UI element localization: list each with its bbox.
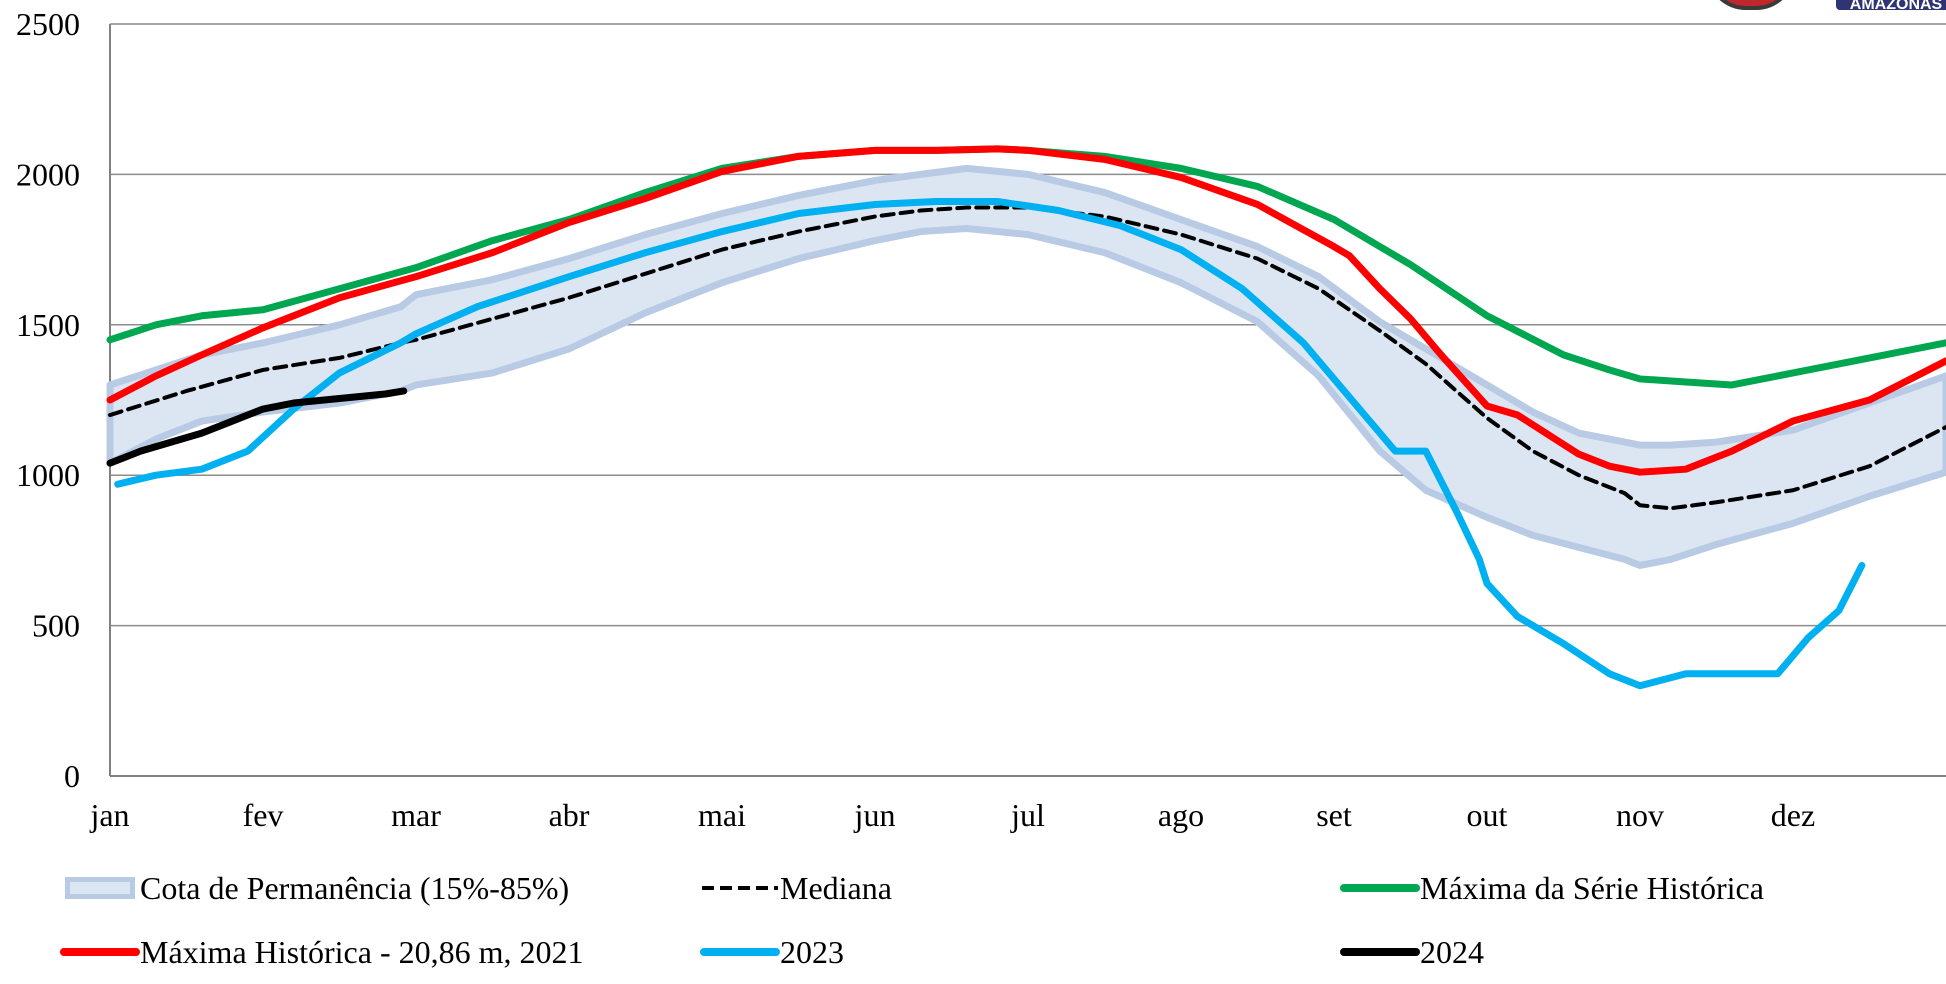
x-tick-label: jul [1010,797,1045,833]
legend-item-2023: 2023 [700,932,844,972]
legend-2023-swatch [700,938,780,966]
x-tick-label: jun [854,797,896,833]
x-tick-label: set [1316,797,1352,833]
chart-legend: Cota de Permanência (15%-85%) Mediana Má… [60,868,1940,978]
legend-band-swatch [60,874,140,902]
y-tick-label: 0 [64,758,80,794]
legend-item-band: Cota de Permanência (15%-85%) [60,868,569,908]
logos: AMAZONAS [1686,0,1946,14]
amazonas-logo: AMAZONAS [1836,0,1946,10]
legend-2024-label: 2024 [1420,933,1484,970]
legend-max-hist-swatch [60,938,140,966]
legend-item-max-hist: Máxima Histórica - 20,86 m, 2021 [60,932,583,972]
y-tick-label: 1500 [16,307,80,343]
x-tick-label: jan [89,797,129,833]
x-tick-label: mai [698,797,746,833]
x-tick-label: dez [1771,797,1815,833]
legend-max-series-label: Máxima da Série Histórica [1420,869,1764,906]
x-tick-label: mar [391,797,441,833]
legend-median-label: Mediana [780,869,892,906]
seal-logo [1706,0,1796,10]
legend-median-swatch [700,874,780,902]
x-tick-label: out [1467,797,1508,833]
series-2023 [114,197,1866,690]
x-tick-label: nov [1616,797,1664,833]
legend-item-median: Mediana [700,868,892,908]
series-maxima-2021 [106,145,1946,476]
y-tick-label: 2000 [16,156,80,192]
y-tick-label: 1000 [16,457,80,493]
legend-max-series-swatch [1340,874,1420,902]
series-2024 [106,387,408,467]
legend-item-max-series: Máxima da Série Histórica [1340,868,1764,908]
y-tick-label: 500 [32,608,80,644]
legend-item-2024: 2024 [1340,932,1484,972]
x-tick-label: abr [549,797,590,833]
legend-2023-label: 2023 [780,933,844,970]
legend-band-label: Cota de Permanência (15%-85%) [140,869,570,906]
x-tick-label: ago [1158,797,1204,833]
legend-max-hist-label: Máxima Histórica - 20,86 m, 2021 [140,933,584,970]
x-tick-label: fev [243,797,284,833]
series-mediana [108,205,1946,511]
legend-2024-swatch [1340,938,1420,966]
band-cota-permanencia [106,164,1946,569]
y-tick-label: 2500 [16,6,80,42]
